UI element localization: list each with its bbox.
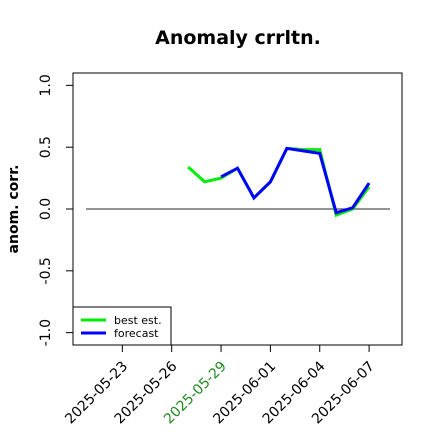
series-line [187, 146, 371, 218]
chart-title: Anomaly crrltn. [155, 27, 321, 49]
y-axis-label: anom. corr. [6, 165, 22, 254]
y-tick-label: 1.0 [38, 74, 54, 96]
y-tick-label: 0.0 [38, 198, 54, 220]
y-tick-label: 0.5 [38, 136, 54, 158]
series-line [220, 146, 371, 215]
legend-label: forecast [114, 327, 159, 340]
legend-box [72, 306, 172, 346]
y-tick-label: -1.0 [38, 319, 54, 346]
legend-label: best est. [114, 314, 162, 327]
y-tick-label: -0.5 [38, 257, 54, 284]
